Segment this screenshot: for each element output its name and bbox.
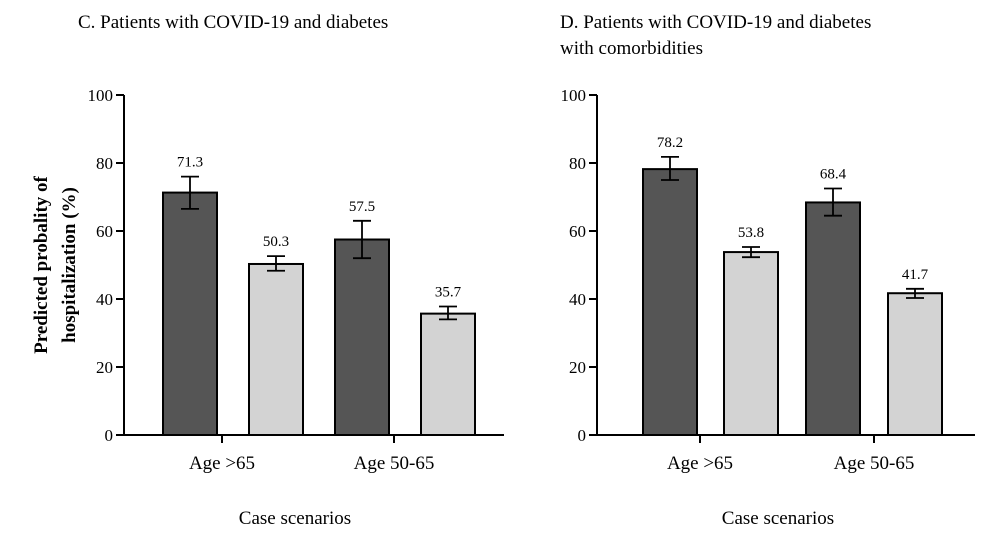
y-tick-label: 60	[96, 222, 113, 241]
data-label: 68.4	[820, 167, 847, 183]
y-tick-label: 20	[569, 358, 586, 377]
chart-title: with comorbidities	[560, 38, 703, 59]
y-tick-label: 0	[578, 426, 587, 445]
y-tick-label: 0	[105, 426, 114, 445]
y-tick-label: 40	[96, 290, 113, 309]
y-tick-label: 100	[88, 86, 114, 105]
data-label: 78.2	[657, 135, 683, 151]
y-tick-label: 60	[569, 222, 586, 241]
data-label: 71.3	[177, 155, 203, 171]
data-label: 57.5	[349, 199, 375, 215]
data-label: 35.7	[435, 284, 462, 300]
y-axis-title: Predicted probality of	[31, 175, 52, 353]
bar	[887, 292, 943, 436]
x-category-label: Age 50-65	[834, 453, 915, 474]
y-tick-label: 80	[569, 154, 586, 173]
x-axis-title: Case scenarios	[722, 508, 834, 529]
y-tick-label: 80	[96, 154, 113, 173]
bar	[723, 251, 779, 436]
x-axis-title: Case scenarios	[239, 508, 351, 529]
bar	[642, 168, 698, 436]
bar	[334, 238, 390, 436]
y-tick-label: 40	[569, 290, 586, 309]
bar	[248, 262, 304, 437]
bar	[162, 191, 218, 436]
x-category-label: Age >65	[189, 453, 255, 474]
data-label: 50.3	[263, 234, 289, 250]
bar	[805, 201, 861, 436]
chart-title: D. Patients with COVID-19 and diabetes	[560, 12, 871, 33]
x-category-label: Age 50-65	[354, 453, 435, 474]
x-category-label: Age >65	[667, 453, 733, 474]
chart-title: C. Patients with COVID-19 and diabetes	[78, 12, 388, 33]
data-label: 41.7	[902, 267, 929, 283]
bar	[420, 312, 476, 436]
y-axis-title: hospitalization (%)	[59, 187, 80, 343]
data-label: 53.8	[738, 225, 764, 241]
y-tick-label: 100	[561, 86, 587, 105]
y-tick-label: 20	[96, 358, 113, 377]
